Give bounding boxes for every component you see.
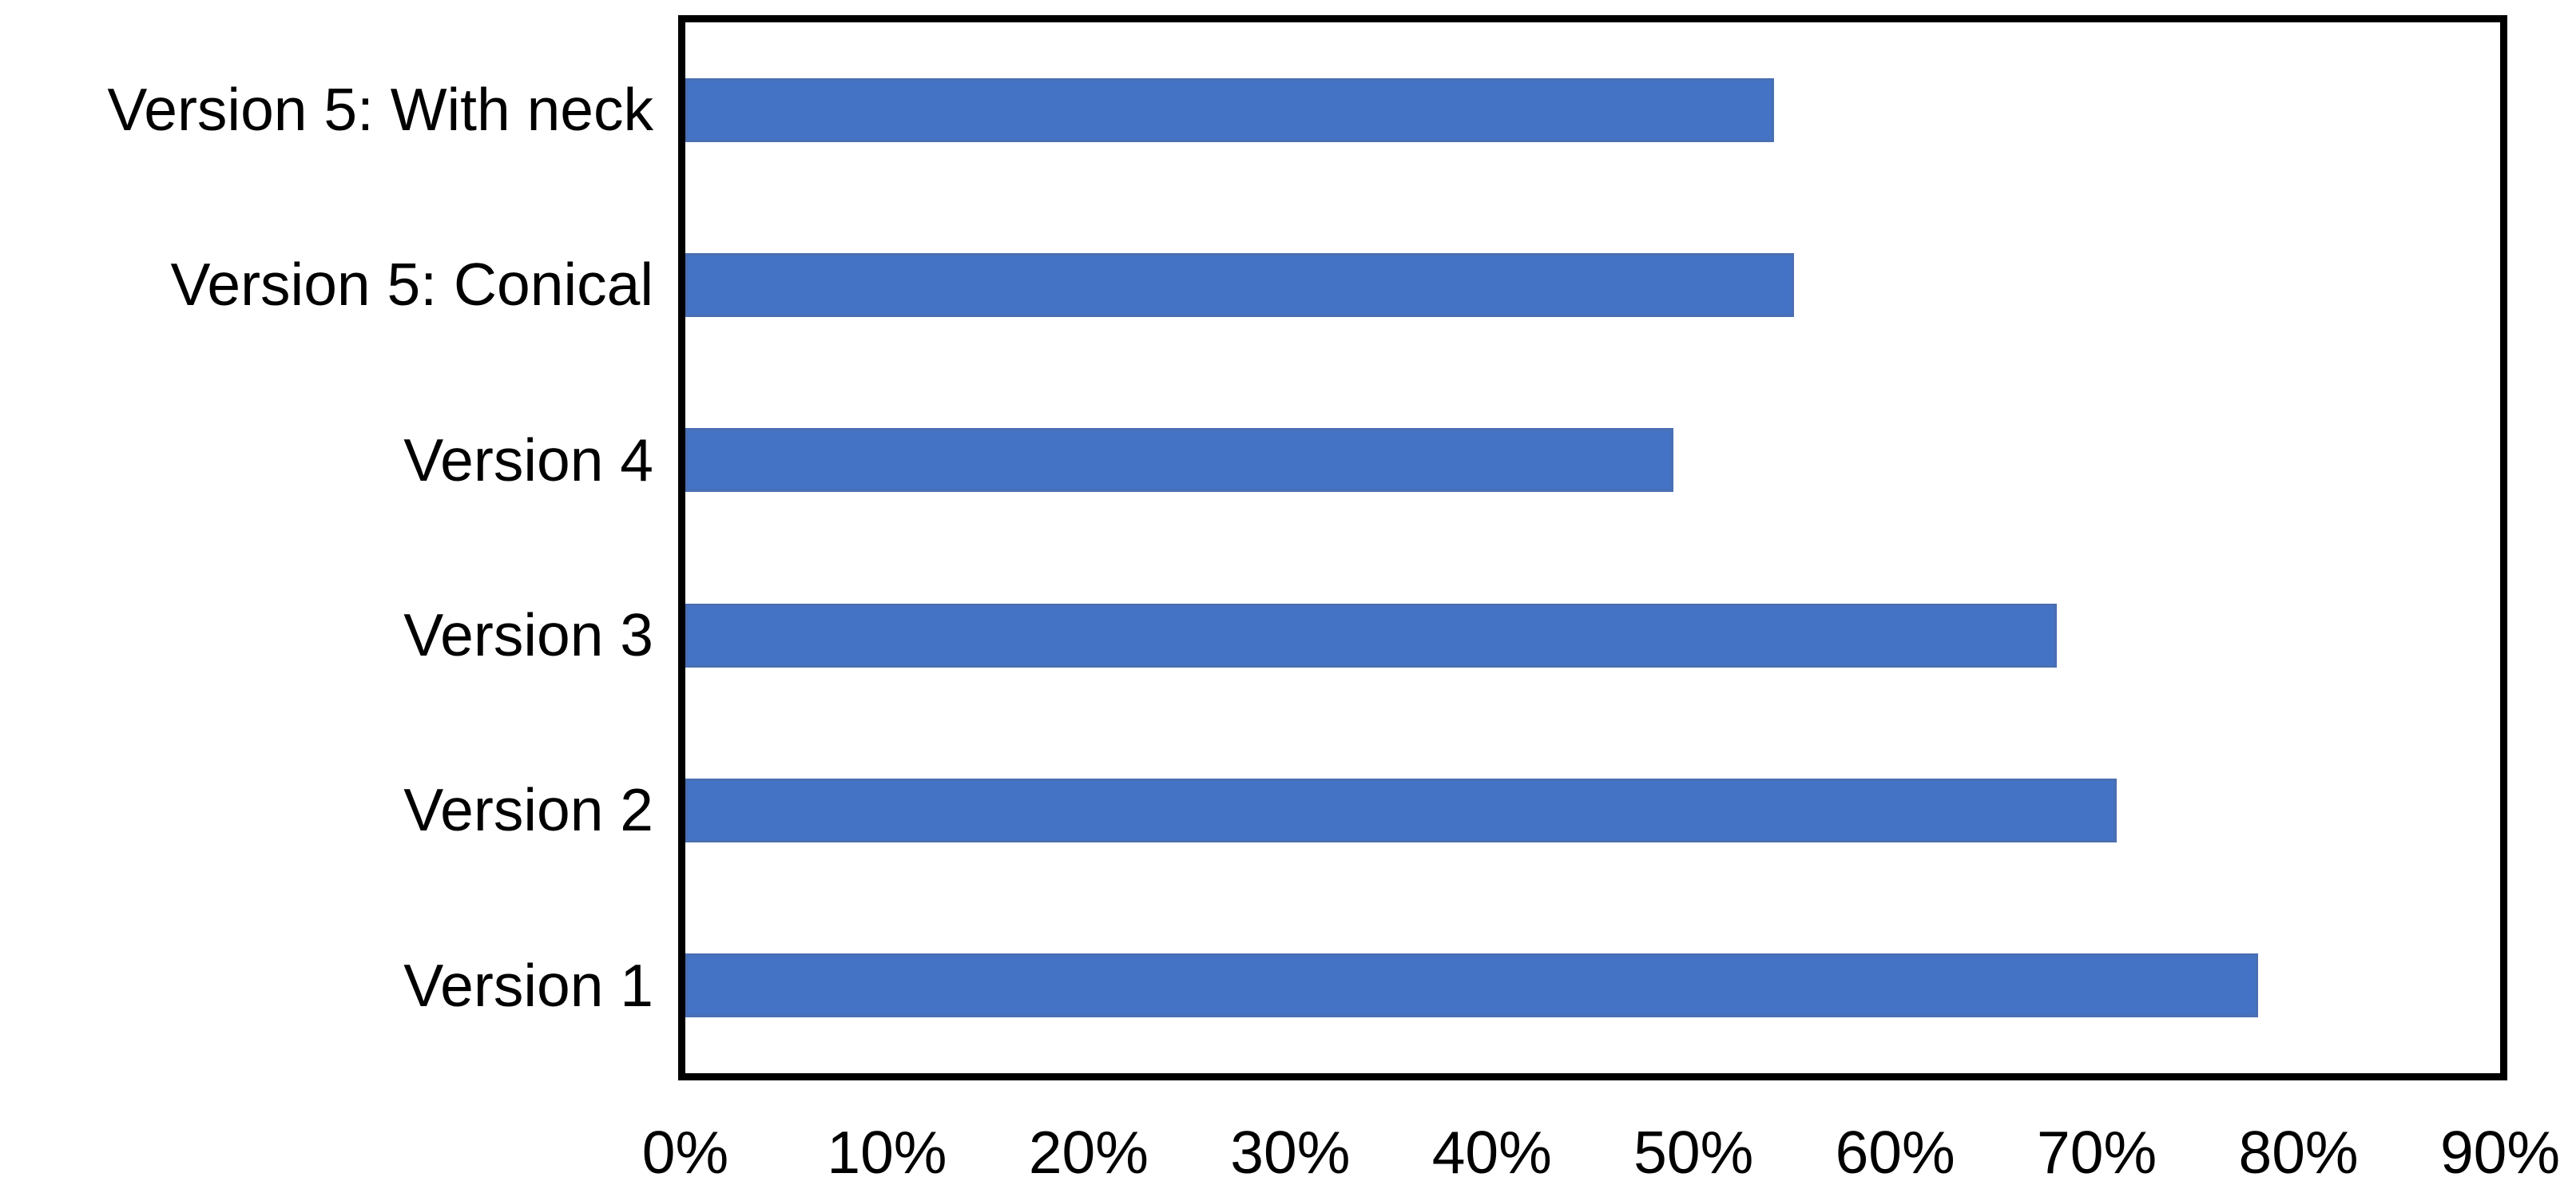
plot-area (678, 15, 2507, 1080)
category-axis-labels: Version 5: With neck Version 5: Conical Ve… (0, 22, 653, 1073)
bar-row (685, 723, 2500, 898)
bar (685, 603, 2057, 668)
x-axis-tick-label: 80% (2238, 1119, 2359, 1186)
category-label: Version 3 (403, 601, 653, 669)
category-label: Version 2 (403, 776, 653, 844)
category-label: Version 5: With neck (107, 76, 653, 144)
bar (685, 77, 1775, 142)
x-axis-tick-label: 0% (641, 1119, 729, 1186)
x-axis-tick-label: 50% (1633, 1119, 1754, 1186)
bar-row (685, 22, 2500, 197)
bar-row (685, 548, 2500, 723)
category-label: Version 4 (403, 426, 653, 493)
bar (685, 953, 2259, 1018)
bar-row (685, 898, 2500, 1073)
bar (685, 252, 1795, 318)
x-axis-tick-label: 90% (2439, 1119, 2561, 1186)
x-axis-tick-label: 40% (1431, 1119, 1552, 1186)
bar-area (685, 22, 2500, 1073)
category-label: Version 5: Conical (170, 251, 653, 319)
category-label: Version 1 (403, 951, 653, 1019)
bar (685, 778, 2118, 842)
x-axis-tick-label: 10% (827, 1119, 947, 1186)
bar-row (685, 197, 2500, 372)
x-axis-tick-label: 20% (1028, 1119, 1149, 1186)
bar-row (685, 373, 2500, 548)
x-axis-tick-label: 60% (1835, 1119, 1955, 1186)
x-axis-tick-label: 30% (1230, 1119, 1351, 1186)
bar (685, 428, 1673, 493)
x-axis-labels: 0% 10% 20% 30% 40% 50% 60% 70% 80% 90% (642, 1116, 2560, 1188)
x-axis-tick-label: 70% (2037, 1119, 2157, 1186)
